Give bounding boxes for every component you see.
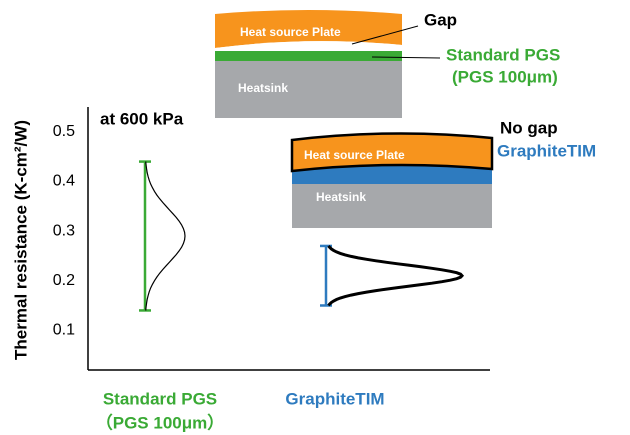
distribution-curve [145, 161, 186, 311]
x-tick-note: （PGS 100μm） [96, 412, 225, 432]
pgs-layer [215, 51, 402, 61]
heat-plate [215, 10, 402, 48]
y-axis-title: Thermal resistance (K-cm²/W) [11, 120, 30, 360]
tim-layer [292, 164, 492, 184]
x-tick-label: GraphiteTIM [285, 389, 384, 408]
sink-label: Heatsink [238, 81, 288, 95]
gap-label: Gap [424, 10, 457, 29]
annotation: at 600 kPa [100, 109, 184, 128]
plate-label: Heat source Plate [304, 148, 405, 162]
plate-label: Heat source Plate [240, 25, 341, 39]
layer-note: (PGS 100μm) [452, 67, 558, 86]
arrow [351, 25, 419, 45]
inset-gap: Heat source Plate Heatsink Gap Standard … [215, 10, 560, 118]
heat-plate [290, 132, 494, 173]
layer-label: GraphiteTIM [497, 141, 596, 160]
heatsink [215, 60, 402, 118]
y-tick-label: 0.2 [53, 272, 75, 289]
y-tick-label: 0.4 [53, 173, 75, 190]
y-tick-label: 0.3 [53, 222, 75, 239]
inset-nogap: Heat source Plate Heatsink No gap Graphi… [290, 118, 596, 228]
x-tick-label: Standard PGS [103, 389, 217, 408]
gap-label: No gap [500, 118, 558, 137]
arrow [371, 56, 441, 59]
heatsink [292, 180, 492, 228]
layer-label: Standard PGS [446, 45, 560, 64]
sink-label: Heatsink [316, 190, 366, 204]
y-tick-label: 0.1 [53, 322, 75, 339]
y-tick-label: 0.5 [53, 123, 75, 140]
distribution-curve [327, 244, 465, 307]
